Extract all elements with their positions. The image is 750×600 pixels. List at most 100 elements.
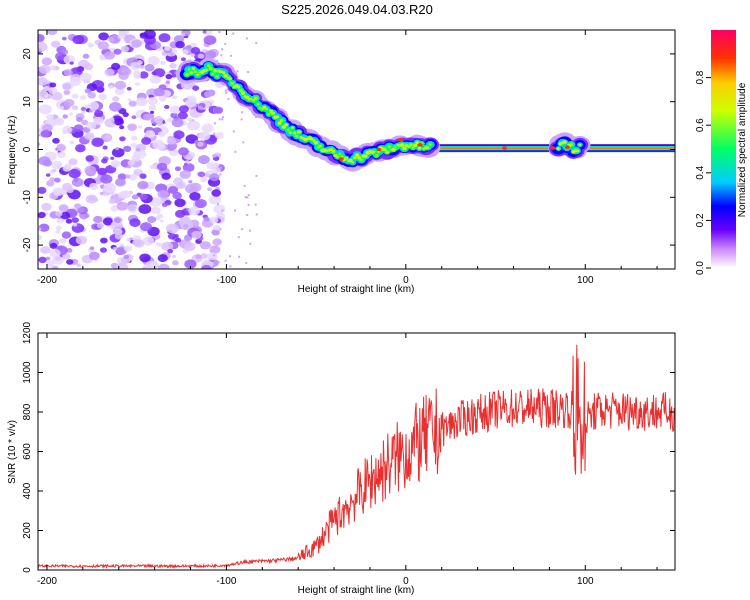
trace-blob [212,69,217,73]
noise-speck [242,141,245,144]
noise-blob [46,180,55,187]
noise-blob [207,252,218,261]
noise-blob [149,75,161,84]
noise-speck [240,118,243,121]
noise-speck [224,42,227,45]
trace-blob [223,74,228,78]
trace-blob [569,143,573,146]
trace-blob [288,131,292,134]
noise-blob [104,51,116,60]
trace-blob [338,153,342,156]
noise-blob [212,167,221,174]
noise-blob [182,224,189,229]
noise-blob [84,132,95,141]
noise-blob [38,64,51,74]
noise-blob [69,61,74,65]
spectrogram-trace [175,57,675,172]
noise-blob [148,104,157,111]
noise-blob [54,177,61,183]
noise-blob [38,142,41,146]
noise-blob [212,224,221,231]
noise-blob [123,145,132,153]
trace-blob [254,96,258,100]
noise-blob [197,141,204,147]
noise-blob [72,259,78,264]
snr-x-tick-label: 100 [577,576,594,587]
noise-blob [85,194,98,204]
noise-blob [98,93,107,101]
noise-blob [55,225,62,231]
noise-blob [186,44,192,49]
noise-blob [49,177,55,182]
noise-blob [98,32,109,41]
trace-blob [331,149,336,153]
trace-blob [236,85,241,89]
noise-blob [89,246,95,250]
noise-blob [81,119,89,126]
noise-blob [173,177,184,185]
noise-speck [229,265,232,268]
noise-blob [188,180,193,184]
noise-speck [219,228,222,231]
noise-blob [77,207,85,213]
trace-blob [275,115,280,119]
noise-blob [174,209,186,218]
spectrogram-noise-field [38,30,258,269]
noise-blob [45,256,51,261]
trace-blob [411,146,415,149]
noise-blob [212,238,222,246]
noise-blob [125,174,131,179]
noise-blob [104,118,117,128]
noise-blob [47,30,58,36]
noise-blob [213,106,224,114]
noise-blob [80,110,86,115]
noise-speck [237,236,240,239]
noise-blob [46,114,55,121]
noise-blob [49,82,57,88]
noise-blob [131,39,142,48]
noise-blob [198,131,211,141]
noise-blob [79,95,87,101]
noise-blob [56,143,67,152]
trace-blob [269,109,273,113]
noise-blob [75,144,86,153]
noise-blob [41,202,52,211]
noise-blob [120,45,130,53]
noise-blob [56,119,63,124]
noise-blob [75,235,88,245]
noise-blob [180,32,186,37]
trace-blob [206,64,210,68]
noise-blob [207,187,212,192]
noise-blob [126,86,132,91]
noise-blob [204,50,217,60]
noise-speck [234,209,237,212]
noise-blob [175,40,185,49]
noise-blob [172,260,179,266]
noise-blob [192,85,200,91]
noise-blob [193,187,199,192]
noise-blob [72,35,85,45]
noise-blob [112,247,117,251]
noise-blob [209,173,220,182]
noise-speck [247,71,250,74]
noise-blob [38,223,50,232]
noise-blob [61,81,73,91]
figure-title: S225.2026.049.04.03.R20 [281,2,433,17]
noise-blob [83,63,94,71]
snr-y-tick-label: 800 [22,403,33,420]
noise-blob [76,117,83,123]
trace-blob [429,143,432,146]
noise-speck [236,70,239,73]
noise-blob [141,137,152,145]
noise-blob [38,234,42,241]
noise-blob [197,53,205,59]
noise-blob [190,53,196,58]
noise-blob [120,67,132,76]
noise-blob [48,120,55,126]
noise-blob [138,71,149,79]
noise-blob [73,223,78,227]
noise-speck [218,118,221,121]
noise-blob [129,218,141,227]
noise-blob [157,189,169,199]
trace-blob [340,155,344,158]
